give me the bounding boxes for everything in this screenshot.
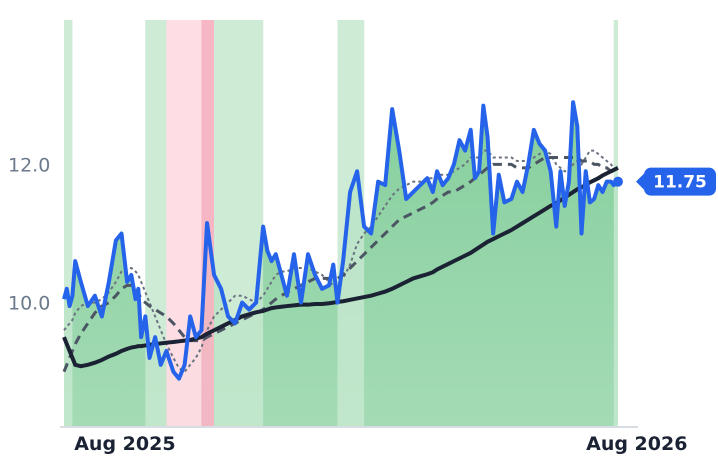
price-line [62, 100, 620, 381]
last-value-text: 11.75 [653, 173, 707, 193]
x-axis-ticks: Aug 2025 Aug 2026 [74, 433, 687, 455]
last-value-marker: 11.75 [612, 167, 716, 196]
last-point-dot [612, 176, 623, 187]
ma-long-line [62, 166, 619, 369]
y-tick-label: 10.0 [8, 293, 50, 315]
last-value-badge [644, 167, 716, 196]
price-area [64, 20, 618, 428]
series-lines [62, 100, 620, 381]
band-overlay-up [613, 20, 618, 427]
ma-mid-line [62, 155, 618, 373]
x-tick-label: Aug 2026 [586, 433, 687, 455]
band-overlay-up [214, 20, 264, 427]
band-overlay-up [145, 20, 167, 427]
band-overlay-up [64, 20, 73, 427]
last-value-pointer [636, 173, 644, 190]
y-tick-label: 12.0 [8, 154, 50, 176]
x-tick-label: Aug 2025 [74, 433, 175, 455]
band-overlay-up [337, 20, 365, 427]
y-axis-ticks: 10.0 12.0 [8, 154, 50, 314]
